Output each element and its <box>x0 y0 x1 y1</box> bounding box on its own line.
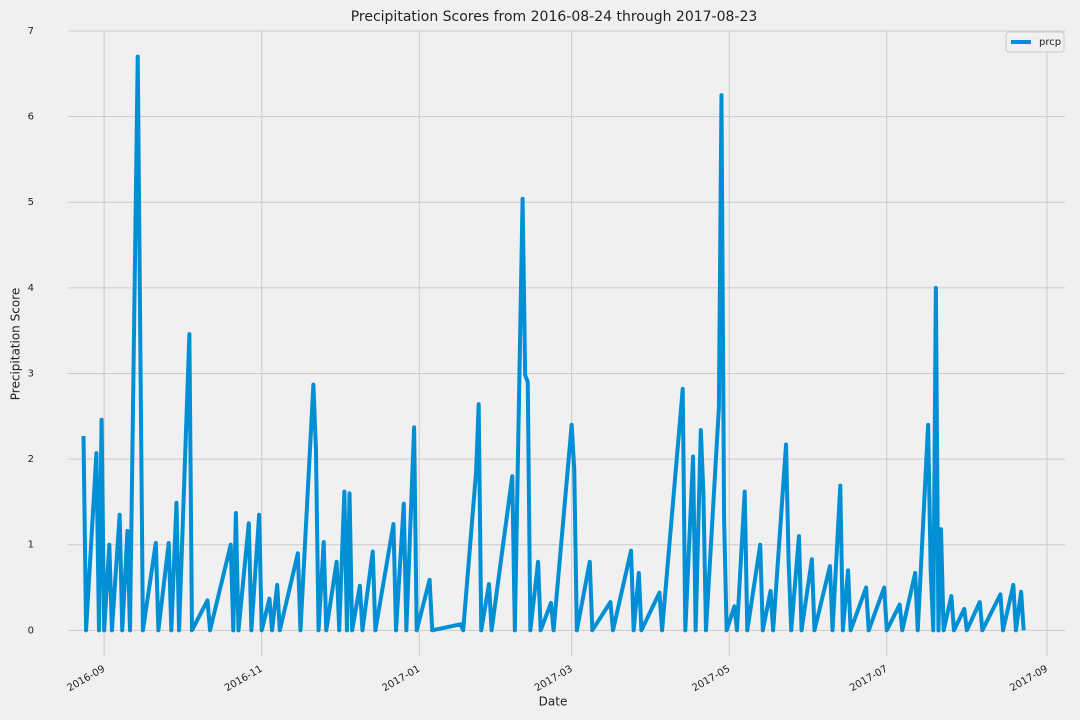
y-tick-label: 0 <box>28 625 34 636</box>
y-tick-label: 5 <box>28 197 34 208</box>
chart-title: Precipitation Scores from 2016-08-24 thr… <box>351 9 758 25</box>
y-tick-label: 6 <box>28 112 34 123</box>
legend-label: prcp <box>1039 37 1061 48</box>
data-line <box>81 54 1026 633</box>
y-axis-label: Precipitation Score <box>9 288 23 400</box>
y-tick-label: 1 <box>28 540 34 551</box>
y-tick-label: 2 <box>28 454 34 465</box>
y-tick-label: 3 <box>28 368 34 379</box>
x-axis-label: Date <box>539 695 568 709</box>
y-tick-label: 4 <box>28 283 34 294</box>
y-tick-label: 7 <box>28 26 34 37</box>
legend-box <box>1005 31 1065 53</box>
